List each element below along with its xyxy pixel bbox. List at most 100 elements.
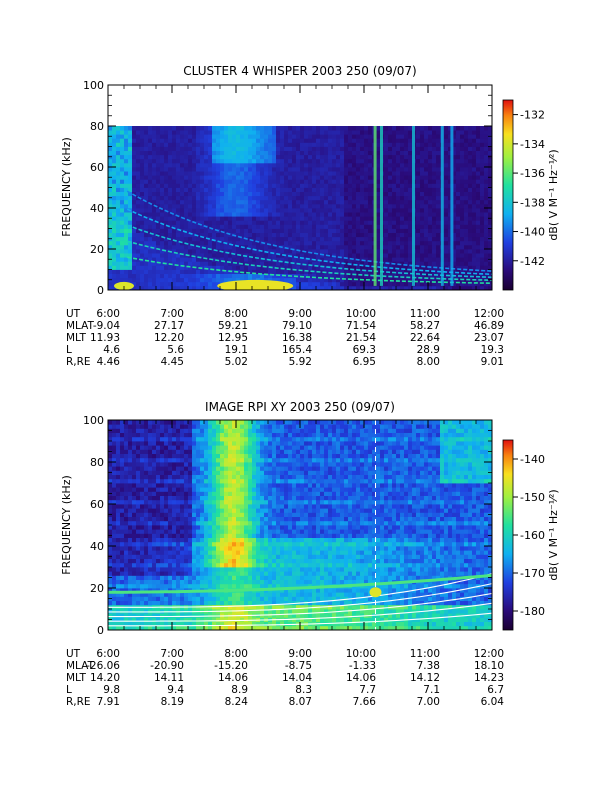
ephemeris-value: 19.1 [225, 344, 248, 356]
ephemeris-value: 22.64 [410, 332, 440, 344]
ephemeris-value: 8.24 [225, 696, 249, 708]
colorbar-label: dB( V M⁻¹ Hz⁻¹⁄²) [547, 489, 560, 580]
ephemeris-value: 16.38 [282, 332, 312, 344]
y-tick-label: 60 [90, 498, 104, 511]
ephemeris-value: 9.4 [167, 684, 184, 696]
ephemeris-value: -20.90 [150, 660, 184, 672]
ephemeris-value: 5.92 [289, 356, 312, 368]
ephemeris-value: 5.6 [167, 344, 184, 356]
ephemeris-value: 6.04 [481, 696, 505, 708]
ephemeris-value: 21.54 [346, 332, 376, 344]
colorbar-tick-label: -136 [520, 167, 545, 180]
ephemeris-value: -9.04 [93, 320, 120, 332]
colorbar-tick-label: -138 [520, 196, 545, 209]
ephemeris-value: 7.7 [359, 684, 376, 696]
panel-image-rpi: IMAGE RPI XY 2003 250 (09/07) 0 20 40 60 80 1… [60, 400, 560, 708]
ephemeris-value: 8:00 [224, 648, 248, 660]
y-tick-label: 100 [83, 414, 104, 427]
ephemeris-value: 46.89 [474, 320, 504, 332]
ephemeris-value: 14.11 [154, 672, 184, 684]
ephemeris-value: 9:00 [288, 308, 312, 320]
colorbar [502, 439, 514, 631]
ephemeris-value: 12:00 [474, 648, 504, 660]
y-tick-label: 40 [90, 202, 104, 215]
ephemeris-value: 7.1 [423, 684, 440, 696]
ephemeris-row-name: UT [66, 308, 81, 320]
ephemeris-value: 5.02 [225, 356, 248, 368]
ephemeris-value: 14.12 [410, 672, 440, 684]
ephemeris-value: 9.01 [481, 356, 504, 368]
y-tick-label: 20 [90, 243, 104, 256]
ephemeris-value: -26.06 [86, 660, 120, 672]
ephemeris-value: 28.9 [417, 344, 440, 356]
y-tick-label: 40 [90, 540, 104, 553]
ephemeris-value: 4.6 [103, 344, 120, 356]
ephemeris-row-name: MLAT [66, 660, 95, 672]
spectrogram-image [108, 420, 492, 630]
ephemeris-value: 7:00 [160, 648, 184, 660]
ephemeris-value: 12.95 [218, 332, 248, 344]
ephemeris-value: 12.20 [154, 332, 184, 344]
ephemeris-value: 58.27 [410, 320, 440, 332]
y-tick-label: 60 [90, 161, 104, 174]
panel-title: CLUSTER 4 WHISPER 2003 250 (09/07) [183, 64, 416, 78]
axes: 0 20 40 60 80 100 [83, 79, 493, 297]
ephemeris-value: 11:00 [410, 308, 440, 320]
ephemeris-value: 8.00 [417, 356, 440, 368]
panel-cluster: CLUSTER 4 WHISPER 2003 250 (09/07) 0 20 40… [60, 64, 560, 368]
ephemeris-value: 9.8 [103, 684, 120, 696]
ephemeris-value: 9:00 [288, 648, 312, 660]
colorbar-ticks: -132 -134 -136 -138 -140 -142 [513, 109, 545, 268]
ephemeris-table: UT 6:00 7:00 8:00 9:00 10:00 11:00 12:00 MLAT-26… [66, 648, 504, 708]
ephemeris-value: 10:00 [346, 308, 376, 320]
ephemeris-value: 18.10 [474, 660, 504, 672]
ephemeris-value: 12:00 [474, 308, 504, 320]
y-axis-label: FREQUENCY (kHz) [60, 475, 73, 575]
colorbar-tick-label: -140 [520, 226, 545, 239]
ephemeris-value: 11:00 [410, 648, 440, 660]
axes: 0 20 40 60 80 100 [83, 414, 493, 637]
ephemeris-value: 7.91 [97, 696, 120, 708]
ephemeris-value: 8.9 [231, 684, 248, 696]
colorbar-tick-label: -134 [520, 138, 545, 151]
ephemeris-table: UT 6:00 7:00 8:00 9:00 10:00 11:00 12:00 MLAT-9.… [66, 308, 504, 368]
ephemeris-value: 14.06 [346, 672, 376, 684]
colorbar-tick-label: -150 [520, 491, 545, 504]
y-tick-label: 100 [83, 79, 104, 92]
ephemeris-value: 10:00 [346, 648, 376, 660]
ephemeris-row-name: R,RE [66, 356, 91, 368]
ephemeris-value: 8.3 [295, 684, 312, 696]
ephemeris-value: 14.06 [218, 672, 248, 684]
ephemeris-value: 27.17 [154, 320, 184, 332]
ephemeris-value: 8.19 [161, 696, 184, 708]
y-tick-label: 0 [97, 284, 104, 297]
ephemeris-row-name: MLT [66, 672, 86, 684]
ephemeris-row-name: MLAT [66, 320, 95, 332]
ephemeris-value: 8:00 [224, 308, 248, 320]
ephemeris-value: 7:00 [160, 308, 184, 320]
ephemeris-value: 7.66 [353, 696, 377, 708]
colorbar-tick-label: -160 [520, 529, 545, 542]
ephemeris-value: 14.04 [282, 672, 312, 684]
ephemeris-value: 6.95 [353, 356, 376, 368]
ephemeris-value: -1.33 [349, 660, 376, 672]
y-axis-label: FREQUENCY (kHz) [60, 137, 73, 237]
ephemeris-value: 6.7 [487, 684, 504, 696]
colorbar [502, 99, 514, 291]
spectral-features [108, 420, 492, 630]
ephemeris-value: 14.23 [474, 672, 504, 684]
ephemeris-value: -15.20 [214, 660, 248, 672]
y-tick-label: 0 [97, 624, 104, 637]
ephemeris-row-name: UT [66, 648, 81, 660]
ephemeris-value: 69.3 [353, 344, 376, 356]
colorbar-ticks: -140 -150 -160 -170 -180 [513, 453, 545, 618]
colorbar-tick-label: -132 [520, 109, 545, 122]
y-tick-label: 20 [90, 582, 104, 595]
ephemeris-value: 7.00 [417, 696, 440, 708]
ephemeris-value: 7.38 [417, 660, 440, 672]
colorbar-tick-label: -142 [520, 255, 545, 268]
spectrogram-image [108, 126, 492, 290]
ephemeris-value: 6:00 [96, 308, 120, 320]
ephemeris-value: 19.3 [481, 344, 504, 356]
